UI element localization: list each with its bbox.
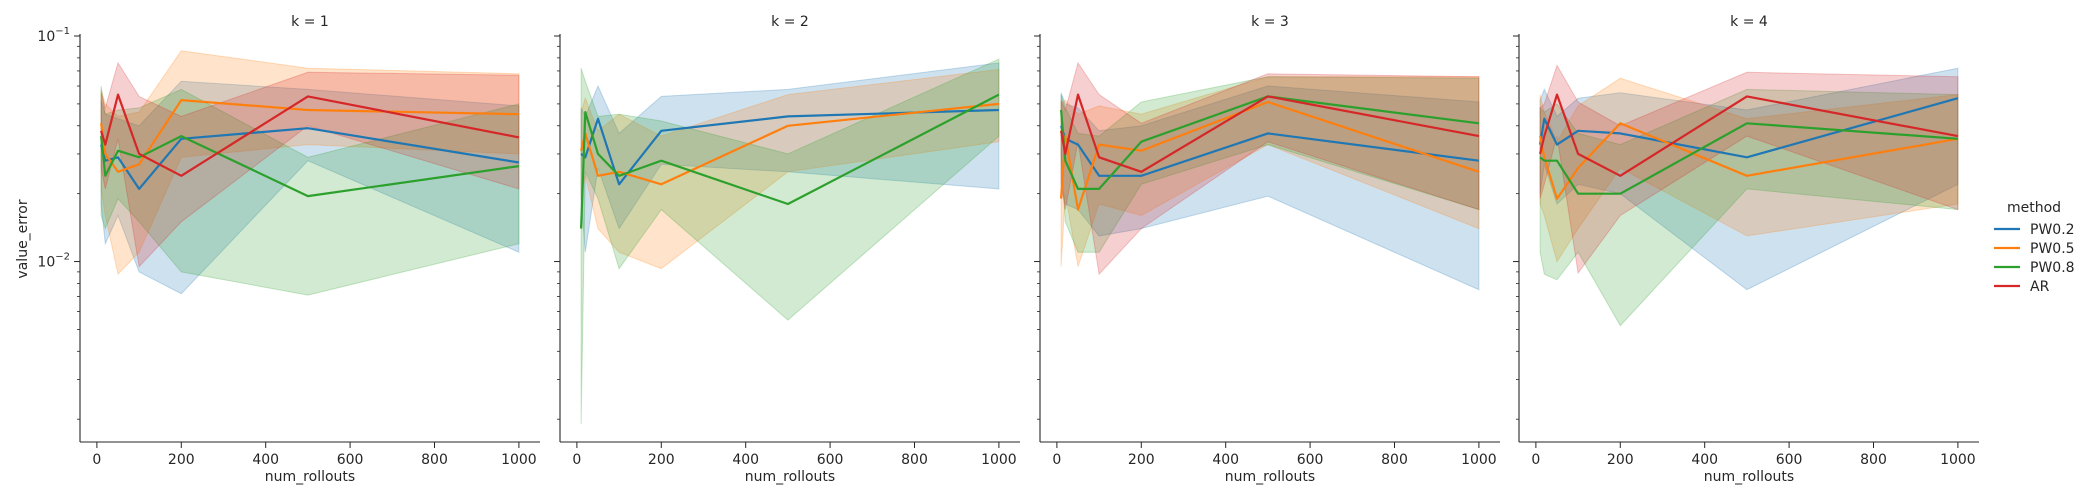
ci-band-pw08 [100,85,520,296]
x-tick-label: 400 [1212,452,1239,468]
series-line-pw05 [100,98,519,173]
x-tick-label: 600 [817,452,844,468]
ci-band-pw08 [580,58,1000,425]
series-line-pw02 [100,127,520,190]
x-tick-label: 1000 [1940,452,1976,468]
series-line-pw08 [1539,122,1958,195]
series-line-pw02 [1539,97,1959,159]
x-tick-label: 1000 [501,452,537,468]
x-tick-label: 600 [337,452,364,468]
x-tick-label: 800 [1381,452,1408,468]
ci-band-pw05 [580,68,1000,270]
x-tick-label: 200 [648,452,675,468]
y-axis-label: value_error [15,199,31,278]
legend-items: PW0.2 PW0.5 PW0.8 AR [1994,222,2075,295]
y-tick-label: 10−1 [37,26,70,45]
x-axis-label: num_rollouts [1704,469,1794,485]
ci-band-pw02 [100,80,520,295]
panel-title: k = 4 [1730,14,1768,30]
legend-label: PW0.5 [2030,241,2075,257]
x-tick-label: 0 [92,452,101,468]
legend-title: method [2007,200,2061,216]
ci-band-pw08 [1060,76,1480,253]
panel-title: k = 1 [291,14,329,30]
legend-label: PW0.8 [2030,260,2075,276]
series-line-pw05 [1539,122,1959,200]
x-tick-label: 600 [1776,452,1803,468]
x-tick-label: 800 [421,452,448,468]
series-line-pw02 [580,108,999,186]
x-tick-label: 1000 [1461,452,1497,468]
x-tick-label: 200 [1607,452,1634,468]
series-line-pw08 [100,135,520,198]
facet-panel-k2: k = 2 0 200 400 600 800 1000 num_rollouts [554,14,1020,485]
x-tick-label: 1000 [981,452,1017,468]
legend-label: AR [2030,279,2050,295]
x-tick-label: 0 [1531,452,1540,468]
x-tick-label: 400 [1691,452,1718,468]
x-tick-label: 0 [1052,452,1061,468]
x-axis-label: num_rollouts [745,469,835,485]
legend-label: PW0.2 [2030,222,2075,238]
series-line-pw08 [580,93,1000,229]
legend: method PW0.2 PW0.5 PW0.8 AR [1994,200,2075,295]
facet-panels: k = 1 10−1 10−2 0 200 400 600 800 1000 num_rollou… [15,14,1979,485]
x-tick-label: 400 [252,452,279,468]
legend-item-pw08: PW0.8 [1994,260,2075,276]
x-tick-label: 600 [1297,452,1324,468]
x-tick-label: 400 [732,452,759,468]
x-tick-label: 200 [168,452,195,468]
facet-panel-k3: k = 3 0 200 400 600 800 1000 num_rollouts [1034,14,1500,485]
ci-band-pw05 [1060,76,1480,267]
x-axis-label: num_rollouts [265,469,355,485]
legend-item-pw05: PW0.5 [1994,241,2075,257]
x-tick-label: 0 [572,452,581,468]
x-tick-label: 800 [1860,452,1887,468]
x-tick-label: 800 [901,452,928,468]
legend-item-ar: AR [1994,279,2050,295]
y-tick-label: 10−2 [37,252,70,271]
ci-band-pw05 [1539,77,1959,263]
ci-band-ar [100,61,520,268]
series-line-ar [100,93,520,177]
series-line-pw05 [1060,100,1480,211]
facet-panel-k4: k = 4 0 200 400 600 800 1000 num_rollouts [1513,14,1979,485]
legend-item-pw02: PW0.2 [1994,222,2075,238]
panel-title: k = 3 [1251,14,1289,30]
ci-band-pw02 [580,62,1000,253]
x-tick-label: 200 [1128,452,1155,468]
ci-band-pw02 [1539,67,1959,291]
facet-panel-k1: k = 1 10−1 10−2 0 200 400 600 800 1000 num_rollou… [15,14,540,485]
series-line-ar [1060,93,1480,173]
series-line-ar [1539,93,1959,177]
panel-title: k = 2 [771,14,809,30]
x-axis-label: num_rollouts [1225,469,1315,485]
